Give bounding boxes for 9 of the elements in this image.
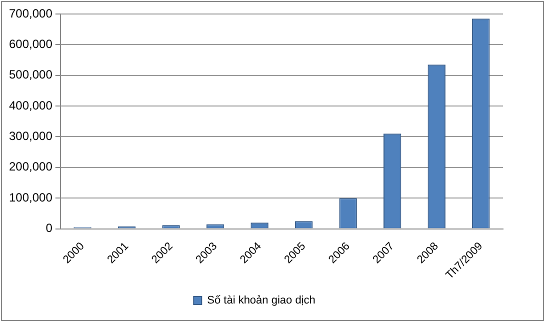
y-tick-label: 300,000 <box>8 129 53 144</box>
y-tick-label: 0 <box>46 221 53 236</box>
y-tick-label: 600,000 <box>8 37 53 51</box>
legend-label: Số tài khoản giao dịch <box>207 294 316 307</box>
y-tick-label: 700,000 <box>8 6 53 20</box>
y-tick-label: 500,000 <box>8 68 53 82</box>
y-tick-label: 100,000 <box>8 190 53 204</box>
y-tick-label: 400,000 <box>8 98 53 112</box>
y-tick-label: 200,000 <box>8 160 53 174</box>
